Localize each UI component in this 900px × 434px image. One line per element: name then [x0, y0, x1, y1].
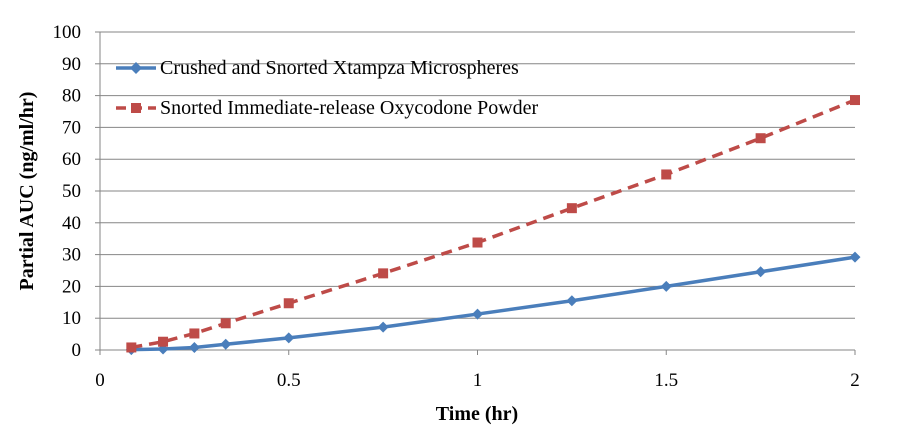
data-point-0-6: [472, 308, 483, 320]
data-point-0-9: [755, 266, 767, 278]
data-point-1-1: [158, 336, 169, 347]
y-tick-label-90: 90: [62, 54, 81, 75]
legend-marker-xtampza: [130, 62, 142, 74]
y-tick-label-60: 60: [62, 149, 81, 170]
data-point-1-2: [189, 328, 200, 339]
data-point-0-7: [566, 295, 578, 307]
series-0: [125, 251, 861, 356]
legend-entry-oxycodone: Snorted Immediate-release Oxycodone Powd…: [116, 97, 539, 119]
series-line-0: [131, 255, 856, 352]
y-tick-label-50: 50: [62, 181, 81, 202]
data-point-1-8: [661, 169, 672, 180]
x-tick-labels: 0 0.5 1 1.5 2: [95, 370, 860, 391]
data-point-1-3: [220, 318, 231, 329]
data-point-1-0: [126, 342, 137, 353]
y-tick-label-80: 80: [62, 86, 81, 107]
x-tick-label-2: 1: [473, 370, 483, 391]
axes: [95, 31, 856, 355]
data-point-1-9: [755, 133, 766, 144]
data-point-0-5: [377, 321, 389, 333]
data-point-1-4: [283, 298, 294, 309]
x-tick-label-0: 0: [95, 370, 105, 391]
x-axis-title: Time (hr): [436, 403, 518, 425]
y-tick-label-30: 30: [62, 245, 81, 266]
y-tick-label-10: 10: [62, 308, 81, 329]
data-point-1-5: [378, 268, 389, 279]
y-tick-label-70: 70: [62, 117, 81, 138]
data-point-0-10: [849, 251, 861, 263]
x-tick-label-1: 0.5: [277, 370, 301, 391]
legend-entry-xtampza: Crushed and Snorted Xtampza Microspheres: [116, 57, 519, 79]
series-1: [126, 95, 860, 353]
x-tick-label-3: 1.5: [654, 370, 678, 391]
x-tick-label-4: 2: [850, 370, 860, 391]
legend-label-oxycodone: Snorted Immediate-release Oxycodone Powd…: [160, 97, 539, 119]
data-point-1-10: [850, 95, 860, 106]
gridlines: [100, 31, 855, 319]
legend-marker-oxycodone: [131, 103, 141, 113]
data-point-0-8: [660, 280, 672, 292]
y-tick-label-20: 20: [62, 276, 81, 297]
series-layer: [125, 95, 861, 356]
data-point-1-6: [472, 237, 483, 248]
data-point-1-7: [566, 203, 577, 214]
data-point-0-3: [220, 338, 232, 350]
y-tick-label-100: 100: [53, 22, 82, 43]
y-tick-labels: 0 10 20 30 40 50 60 70 80 90 100: [53, 22, 82, 361]
data-point-0-2: [188, 341, 200, 353]
legend-label-xtampza: Crushed and Snorted Xtampza Microspheres: [160, 57, 519, 79]
y-axis-title: Partial AUC (ng/ml/hr): [16, 92, 38, 291]
legend: Crushed and Snorted Xtampza Microspheres…: [116, 57, 539, 119]
data-point-0-4: [283, 332, 295, 344]
y-tick-label-40: 40: [62, 213, 81, 234]
y-tick-label-0: 0: [72, 340, 82, 361]
